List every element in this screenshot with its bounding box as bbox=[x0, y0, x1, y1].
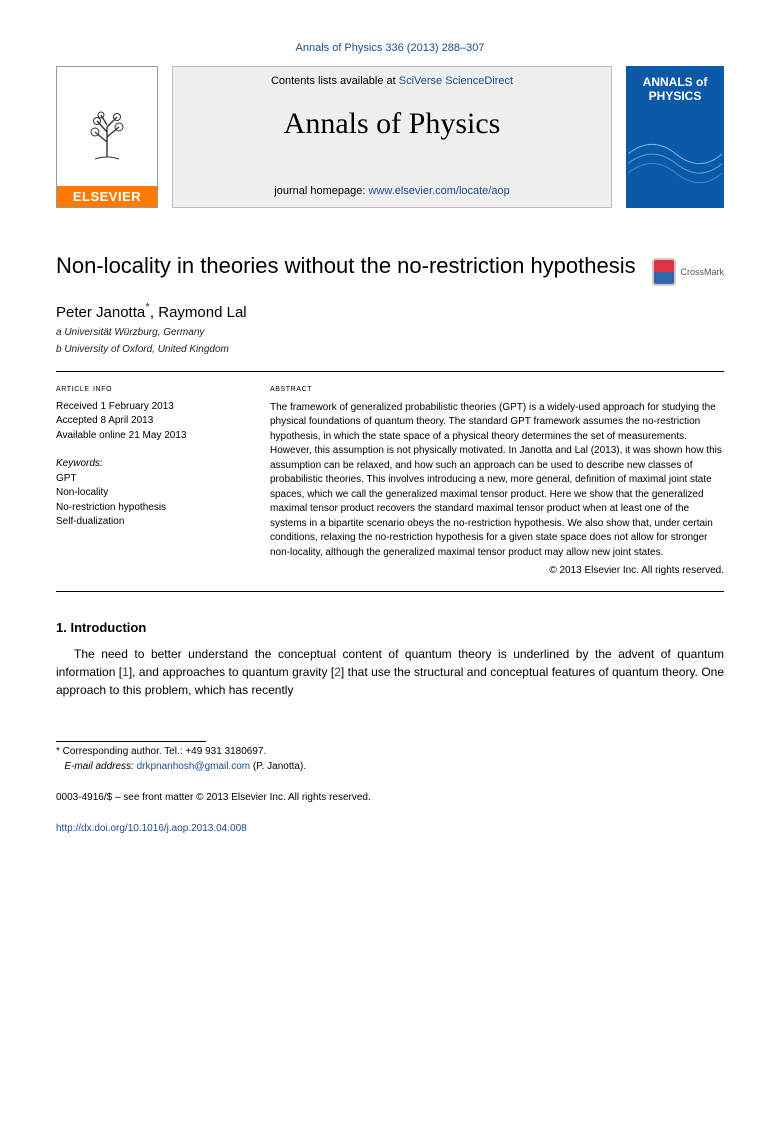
homepage-prefix: journal homepage: bbox=[274, 185, 368, 197]
affiliation-b: b University of Oxford, United Kingdom bbox=[56, 344, 724, 355]
keyword-0: GPT bbox=[56, 472, 244, 487]
elsevier-wordmark: ELSEVIER bbox=[57, 186, 157, 207]
sciencedirect-link[interactable]: SciVerse ScienceDirect bbox=[399, 75, 513, 87]
journal-name-large: Annals of Physics bbox=[284, 93, 501, 161]
journal-homepage-line: journal homepage: www.elsevier.com/locat… bbox=[274, 185, 509, 207]
article-info-heading: article info bbox=[56, 382, 244, 397]
author-line: Peter Janotta*, Raymond Lal bbox=[56, 300, 724, 321]
crossmark-widget[interactable]: CrossMark bbox=[652, 252, 724, 286]
article-info-column: article info Received 1 February 2013 Ac… bbox=[56, 382, 244, 579]
elsevier-logo[interactable]: ELSEVIER bbox=[56, 66, 158, 208]
cover-title: ANNALS of PHYSICS bbox=[628, 68, 722, 106]
footnote-rule bbox=[56, 741, 206, 742]
doi-link[interactable]: http://dx.doi.org/10.1016/j.aop.2013.04.… bbox=[56, 823, 247, 834]
history-accepted: Accepted 8 April 2013 bbox=[56, 414, 244, 429]
keyword-1: Non-locality bbox=[56, 486, 244, 501]
corr-text: Corresponding author. Tel.: +49 931 3180… bbox=[63, 746, 267, 757]
article-title: Non-locality in theories without the no-… bbox=[56, 252, 640, 280]
contents-available-line: Contents lists available at SciVerse Sci… bbox=[271, 67, 513, 93]
keywords-heading: Keywords: bbox=[56, 457, 244, 472]
keyword-2: No-restriction hypothesis bbox=[56, 501, 244, 516]
author-1: Peter Janotta bbox=[56, 304, 145, 321]
abstract-column: abstract The framework of generalized pr… bbox=[270, 382, 724, 579]
elsevier-tree-icon bbox=[57, 67, 157, 186]
author-email[interactable]: drkpnanhosh@gmail.com bbox=[137, 761, 251, 772]
citation-2[interactable]: 2 bbox=[334, 665, 341, 679]
corr-mark-footer: * bbox=[56, 746, 63, 757]
email-suffix: (P. Janotta). bbox=[250, 761, 306, 772]
citation-1[interactable]: 1 bbox=[122, 665, 129, 679]
email-line: E-mail address: drkpnanhosh@gmail.com (P… bbox=[56, 761, 724, 772]
rule-below-abstract bbox=[56, 591, 724, 592]
history-online: Available online 21 May 2013 bbox=[56, 429, 244, 444]
intro-paragraph: The need to better understand the concep… bbox=[56, 645, 724, 699]
abstract-text: The framework of generalized probabilist… bbox=[270, 401, 724, 561]
contents-prefix: Contents lists available at bbox=[271, 75, 399, 87]
rule-above-abstract bbox=[56, 371, 724, 372]
crossmark-icon bbox=[652, 258, 676, 286]
section-1-heading: 1. Introduction bbox=[56, 620, 724, 635]
corresponding-author-note: * Corresponding author. Tel.: +49 931 31… bbox=[56, 746, 724, 757]
header-center-panel: Contents lists available at SciVerse Sci… bbox=[172, 66, 612, 208]
keyword-3: Self-dualization bbox=[56, 515, 244, 530]
article-info-grid: article info Received 1 February 2013 Ac… bbox=[56, 382, 724, 579]
crossmark-label: CrossMark bbox=[680, 267, 724, 277]
email-label: E-mail address: bbox=[64, 761, 133, 772]
cover-art bbox=[628, 106, 722, 206]
abstract-copyright: © 2013 Elsevier Inc. All rights reserved… bbox=[270, 564, 724, 579]
author-2: , Raymond Lal bbox=[150, 304, 247, 321]
doi-line: http://dx.doi.org/10.1016/j.aop.2013.04.… bbox=[56, 823, 724, 834]
citation-header: Annals of Physics 336 (2013) 288–307 bbox=[0, 0, 780, 66]
history-received: Received 1 February 2013 bbox=[56, 400, 244, 415]
journal-header-band: ELSEVIER Contents lists available at Sci… bbox=[56, 66, 724, 208]
issn-line: 0003-4916/$ – see front matter © 2013 El… bbox=[56, 792, 724, 803]
homepage-link[interactable]: www.elsevier.com/locate/aop bbox=[368, 185, 509, 197]
journal-cover-thumbnail[interactable]: ANNALS of PHYSICS bbox=[626, 66, 724, 208]
affiliation-a: a Universität Würzburg, Germany bbox=[56, 327, 724, 338]
abstract-heading: abstract bbox=[270, 382, 724, 397]
